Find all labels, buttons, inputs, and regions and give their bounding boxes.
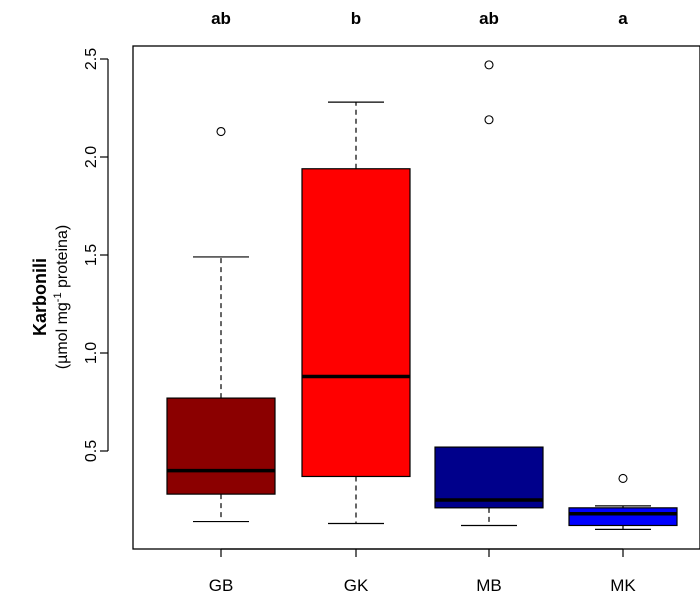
significance-letters: ab b ab a — [211, 9, 628, 28]
x-tick-label-MK: MK — [610, 576, 636, 595]
y-tick-label-0.5: 0.5 — [83, 440, 100, 462]
box-rect-MB — [434, 446, 544, 509]
outlier-GB-0 — [216, 126, 226, 137]
box-rect-GB — [166, 397, 276, 495]
y-axis: 0.5 1.0 1.5 2.0 2.5 — [83, 48, 109, 462]
boxes-layer — [166, 60, 678, 531]
box-rect-MK — [568, 507, 678, 527]
box-GK — [301, 101, 411, 525]
outlier-MB-0 — [484, 115, 494, 125]
box-GB — [166, 126, 276, 523]
box-rect-GK — [301, 168, 411, 478]
letter-GK: b — [351, 9, 361, 28]
y-axis-unit-prefix: (µmol mg — [54, 302, 71, 369]
outlier-MK-0 — [618, 473, 628, 483]
y-tick-label-1.0: 1.0 — [83, 342, 100, 364]
y-axis-label-unit: (µmol mg-1 proteina) — [52, 225, 71, 369]
x-axis: GB GK MB MK — [209, 548, 636, 595]
x-tick-label-MB: MB — [476, 576, 502, 595]
y-axis-label-main: Karbonili — [30, 258, 50, 336]
y-tick-label-2.5: 2.5 — [83, 48, 100, 70]
letter-MK: a — [618, 9, 628, 28]
box-MK — [568, 473, 678, 531]
outlier-MB-1 — [484, 60, 494, 70]
letter-MB: ab — [479, 9, 499, 28]
x-tick-label-GB: GB — [209, 576, 234, 595]
letter-GB: ab — [211, 9, 231, 28]
box-MB — [434, 60, 544, 527]
y-tick-label-2.0: 2.0 — [83, 146, 100, 168]
y-axis-unit-suffix: proteina) — [54, 225, 71, 293]
x-tick-label-GK: GK — [344, 576, 369, 595]
y-axis-unit-superscript: -1 — [52, 292, 64, 302]
y-tick-label-1.5: 1.5 — [83, 244, 100, 266]
y-axis-label: Karbonili (µmol mg-1 proteina) — [30, 225, 71, 369]
